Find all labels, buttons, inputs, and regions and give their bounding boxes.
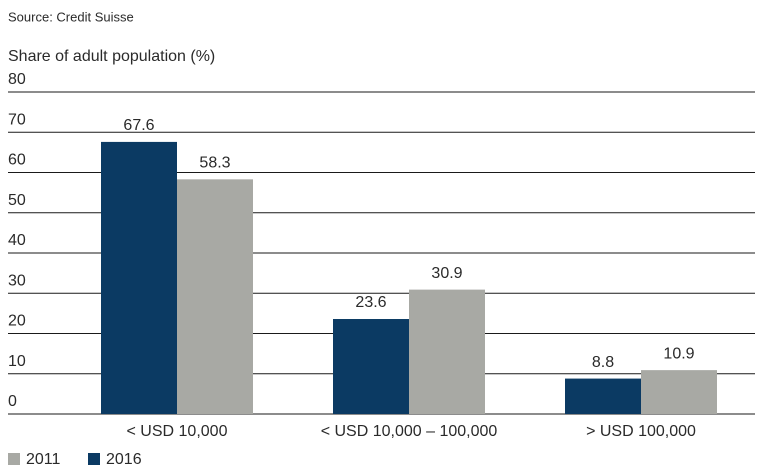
- value-label: 30.9: [431, 265, 462, 282]
- y-tick-label: 60: [8, 152, 26, 169]
- y-tick-label: 30: [8, 272, 26, 289]
- value-label: 23.6: [355, 294, 386, 311]
- source: Source: Credit Suisse: [8, 9, 134, 24]
- legend-swatch: [8, 453, 20, 465]
- y-tick-label: 40: [8, 232, 26, 249]
- value-label: 8.8: [592, 354, 614, 371]
- y-tick-label: 80: [8, 71, 26, 88]
- legend-label: 2016: [106, 451, 142, 466]
- x-tick-label: > USD 100,000: [586, 423, 696, 440]
- value-label: 10.9: [663, 345, 694, 362]
- y-axis-label: Share of adult population (%): [8, 48, 215, 65]
- x-tick-label: < USD 10,000 – 100,000: [321, 423, 498, 440]
- y-tick-label: 0: [8, 393, 17, 410]
- bar: [177, 179, 253, 414]
- legend-swatch: [88, 453, 100, 465]
- bar: [101, 141, 177, 414]
- y-tick-label: 20: [8, 313, 26, 330]
- y-tick-label: 70: [8, 111, 26, 128]
- bar: [409, 289, 485, 414]
- bar: [333, 319, 409, 414]
- value-label: 67.6: [123, 117, 154, 134]
- bar: [565, 378, 641, 414]
- y-tick-label: 10: [8, 353, 26, 370]
- bar: [641, 370, 717, 414]
- legend-label: 2011: [26, 451, 61, 466]
- y-tick-label: 50: [8, 192, 26, 209]
- value-label: 58.3: [199, 155, 230, 172]
- x-tick-label: < USD 10,000: [127, 423, 228, 440]
